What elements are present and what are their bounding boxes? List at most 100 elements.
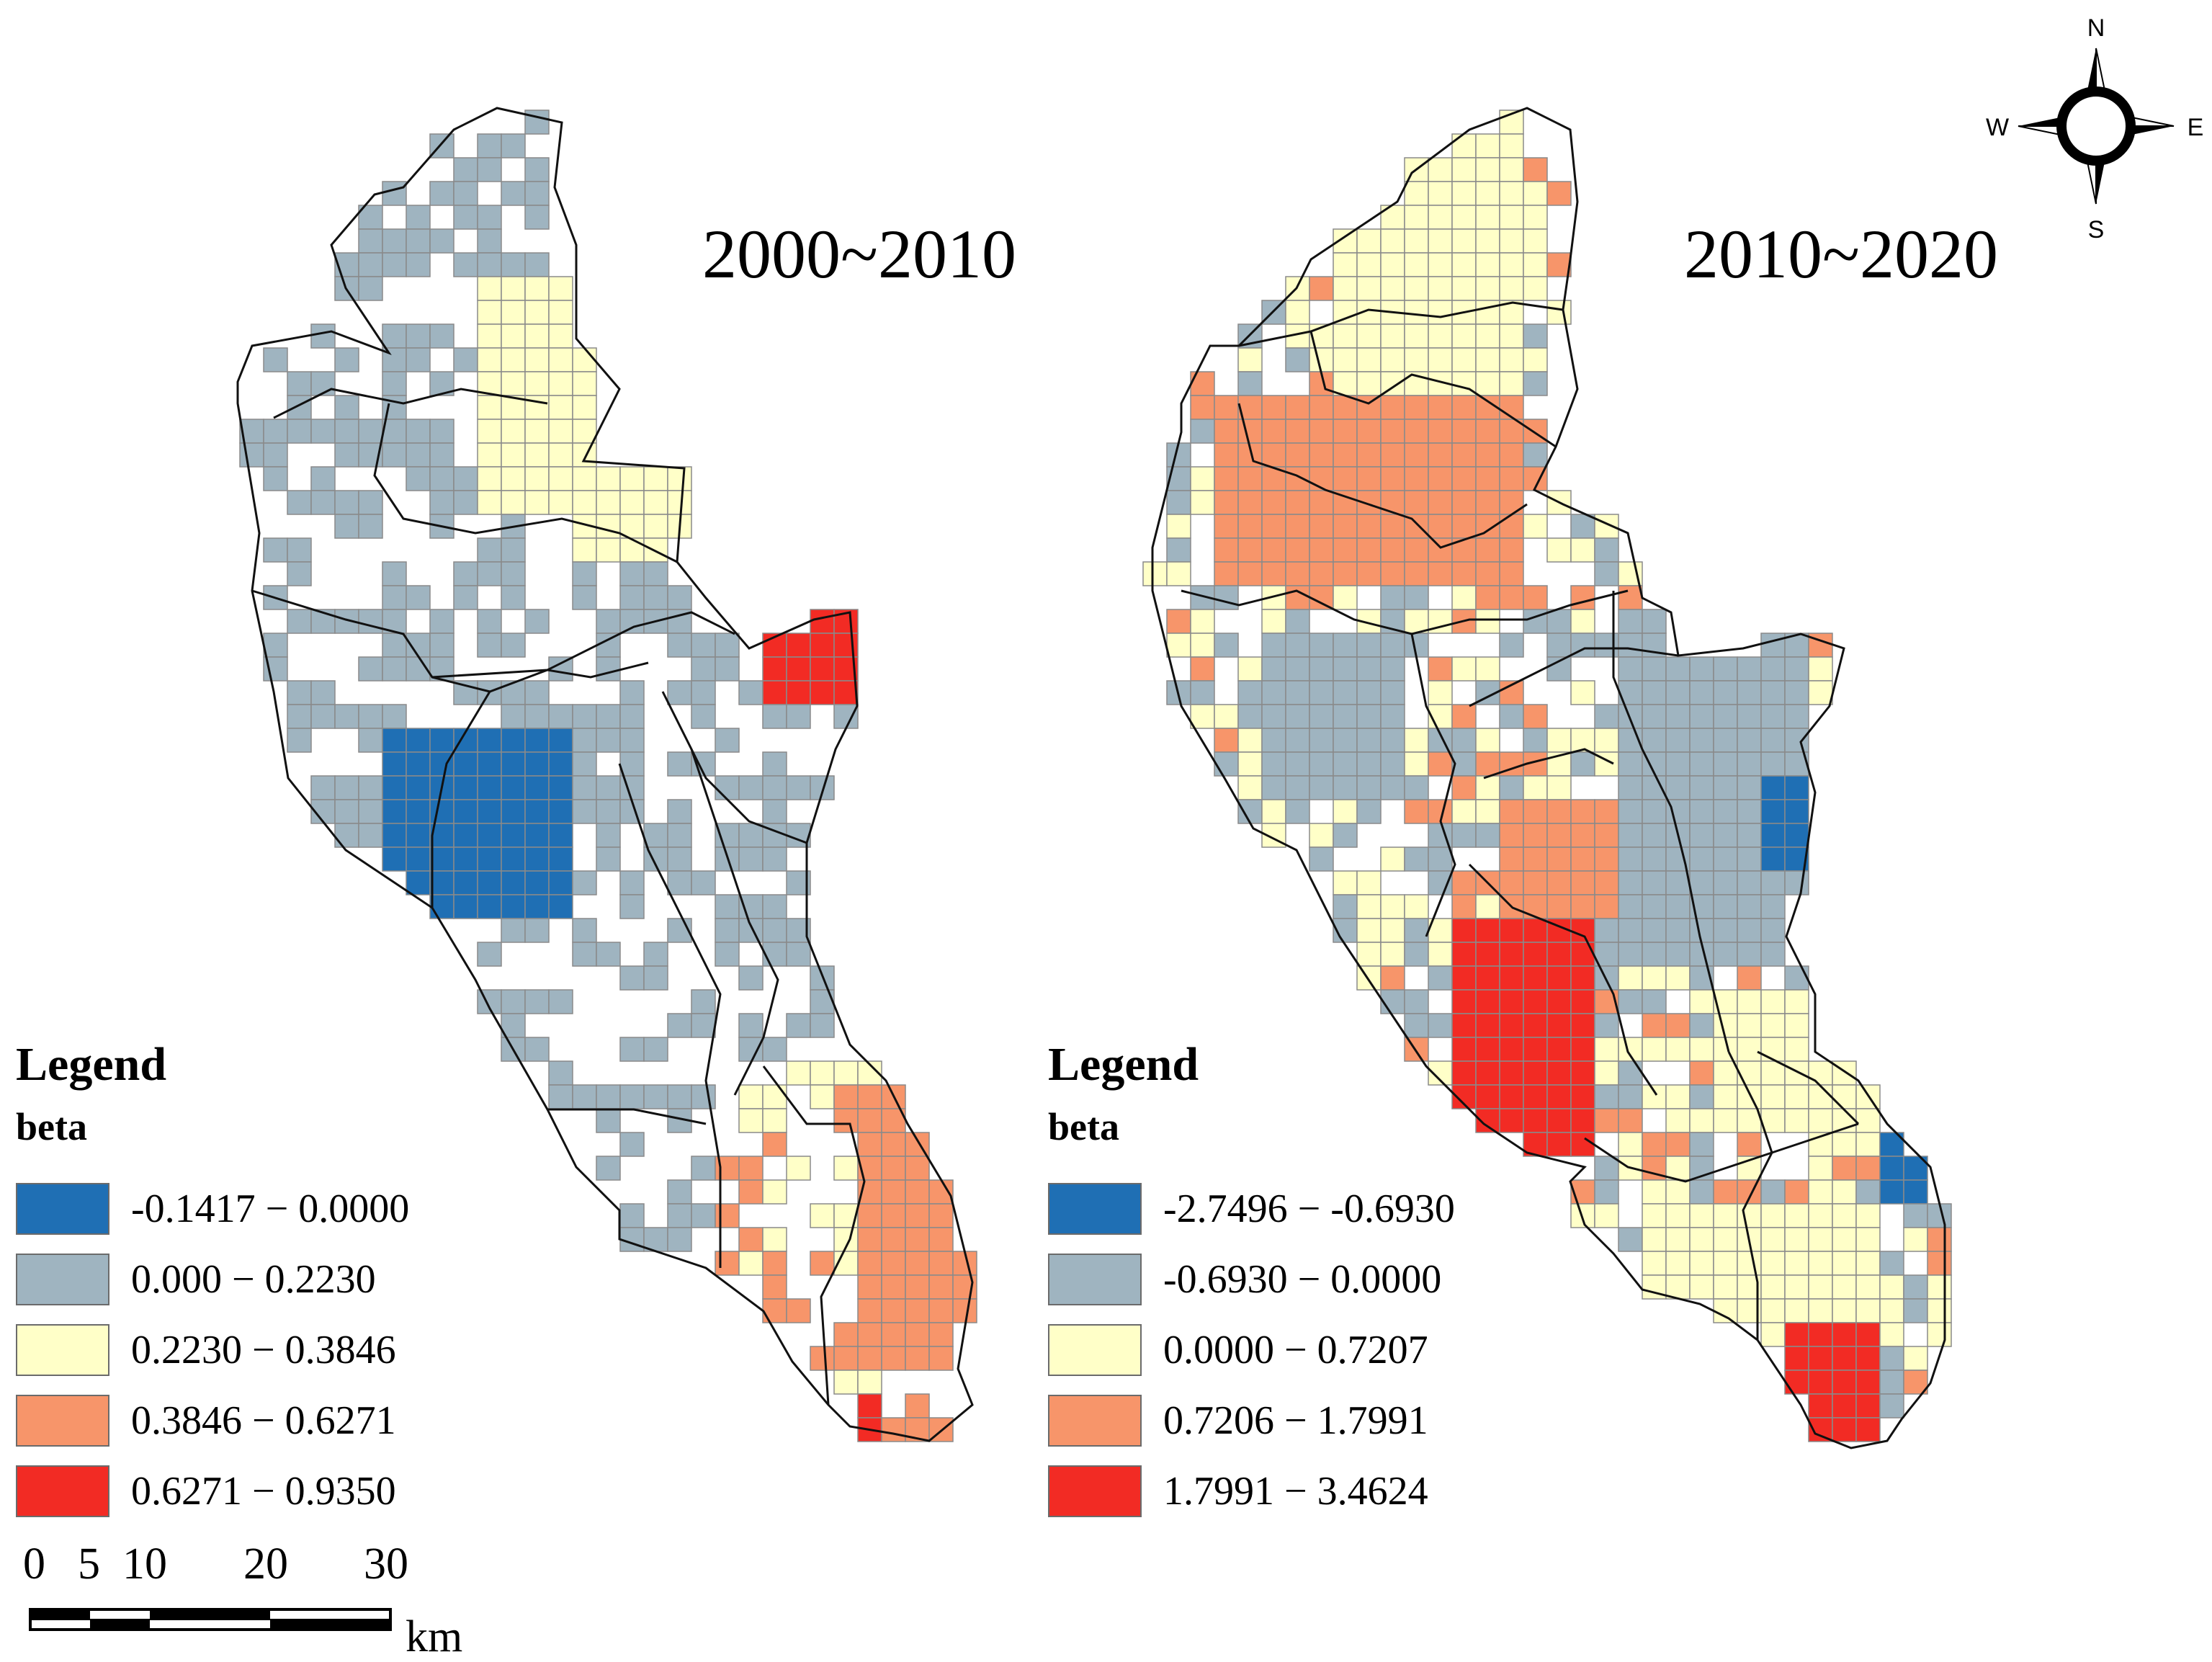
grid-cell [1214, 704, 1239, 729]
map-right-county-line [1757, 1050, 1860, 1125]
grid-cell [1285, 537, 1310, 563]
grid-cell [1333, 537, 1358, 563]
grid-cell [1689, 1203, 1714, 1228]
grid-cell [1665, 728, 1691, 753]
grid-cell [1523, 252, 1548, 277]
grid-cell [1927, 1274, 1952, 1300]
grid-cell [1380, 656, 1405, 682]
grid-cell [1665, 656, 1691, 682]
legend-range-label: 0.0000 − 0.7207 [1163, 1328, 1428, 1372]
grid-cell [1428, 395, 1453, 420]
grid-cell [1665, 704, 1691, 729]
grid-cell [881, 1179, 906, 1205]
grid-cell [1855, 1370, 1881, 1395]
grid-cell [1333, 419, 1358, 444]
grid-cell [477, 870, 502, 895]
grid-cell [1380, 514, 1405, 539]
grid-cell [1689, 1037, 1714, 1062]
grid-cell [619, 751, 645, 777]
legend-swatch [16, 1465, 109, 1517]
grid-cell [1594, 561, 1619, 586]
grid-cell [1737, 846, 1762, 872]
grid-cell [524, 894, 550, 919]
grid-cell [1499, 347, 1524, 372]
grid-cell [1214, 751, 1239, 777]
grid-cell [1214, 419, 1239, 444]
map-left-county-line [547, 1108, 707, 1125]
grid-cell [810, 680, 835, 705]
grid-cell [1689, 1132, 1714, 1157]
grid-cell [1404, 442, 1429, 468]
grid-cell [667, 1203, 692, 1228]
grid-cell [1879, 1393, 1904, 1418]
grid-cell [1475, 228, 1500, 254]
grid-cell [1737, 1132, 1762, 1157]
grid-cell [1237, 466, 1263, 491]
grid-cell [1309, 442, 1334, 468]
grid-cell [501, 680, 526, 705]
grid-cell [1784, 1370, 1809, 1395]
grid-cell [382, 323, 407, 349]
grid-cell [263, 347, 288, 372]
grid-cell [1642, 870, 1667, 895]
grid-cell [691, 656, 716, 682]
grid-cell [1333, 323, 1358, 349]
grid-cell [1618, 989, 1643, 1014]
grid-cell [1475, 157, 1500, 182]
grid-cell [1333, 514, 1358, 539]
grid-cell [1784, 965, 1809, 991]
grid-cell [1404, 181, 1429, 206]
grid-cell [1428, 252, 1453, 277]
grid-cell [1737, 1203, 1762, 1228]
grid-cell [1451, 490, 1477, 515]
grid-cell [1642, 942, 1667, 967]
grid-cell [1642, 1179, 1667, 1205]
grid-cell [1499, 181, 1524, 206]
grid-cell [1356, 894, 1382, 919]
grid-cell [334, 775, 359, 800]
grid-cell [881, 1156, 906, 1181]
grid-cell [1404, 276, 1429, 301]
grid-cell [1737, 680, 1762, 705]
grid-cell [1475, 965, 1500, 991]
grid-cell [786, 942, 811, 967]
grid-cell [810, 656, 835, 682]
grid-cell [1380, 419, 1405, 444]
grid-cell [762, 918, 787, 943]
grid-cell [287, 704, 312, 729]
grid-cell [1309, 846, 1334, 872]
grid-cell [1499, 228, 1524, 254]
grid-cell [1808, 1393, 1833, 1418]
grid-cell [1309, 704, 1334, 729]
grid-cell [501, 870, 526, 895]
grid-cell [1499, 442, 1524, 468]
legend-range-label: 0.6271 − 0.9350 [131, 1469, 396, 1514]
grid-cell [643, 1037, 668, 1062]
grid-cell [1499, 466, 1524, 491]
grid-cell [453, 490, 478, 515]
grid-cell [453, 775, 478, 800]
grid-cell [1475, 561, 1500, 586]
grid-cell [1428, 561, 1453, 586]
grid-cell [1546, 1037, 1572, 1062]
grid-cell [1285, 514, 1310, 539]
grid-cell [263, 633, 288, 658]
grid-cell [1475, 276, 1500, 301]
grid-cell [1665, 942, 1691, 967]
grid-cell [477, 157, 502, 182]
grid-cell [524, 419, 550, 444]
grid-cell [1546, 300, 1572, 325]
grid-cell [429, 419, 455, 444]
grid-cell [1546, 537, 1572, 563]
grid-cell [453, 799, 478, 824]
grid-cell [1879, 1322, 1904, 1347]
grid-cell [524, 181, 550, 206]
grid-cell [619, 1132, 645, 1157]
grid-cell [596, 490, 621, 515]
grid-cell [1808, 1084, 1833, 1109]
grid-cell [1451, 323, 1477, 349]
grid-cell [406, 252, 431, 277]
grid-cell [477, 228, 502, 254]
grid-cell [1523, 799, 1548, 824]
grid-cell [1760, 1274, 1786, 1300]
